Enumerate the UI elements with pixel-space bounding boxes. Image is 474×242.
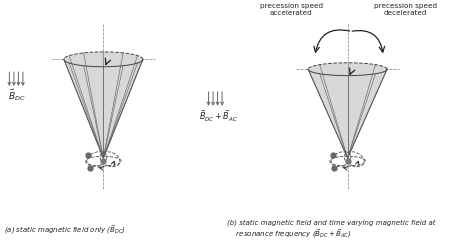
Text: $\vec{B}_{DC}+\vec{B}_{AC}$: $\vec{B}_{DC}+\vec{B}_{AC}$ xyxy=(199,109,238,124)
Text: (a) static magnetic field only ($\vec{B}_{DC}$): (a) static magnetic field only ($\vec{B}… xyxy=(4,223,126,236)
Text: $\vec{B}_{DC}$: $\vec{B}_{DC}$ xyxy=(9,87,26,103)
Polygon shape xyxy=(64,52,143,158)
Text: precession speed
decelerated: precession speed decelerated xyxy=(374,3,438,16)
Text: (b) static magnetic field and time varying magnetic field at
    resonance frequ: (b) static magnetic field and time varyi… xyxy=(228,219,436,240)
Text: precession speed
accelerated: precession speed accelerated xyxy=(260,3,323,16)
Polygon shape xyxy=(308,63,387,158)
